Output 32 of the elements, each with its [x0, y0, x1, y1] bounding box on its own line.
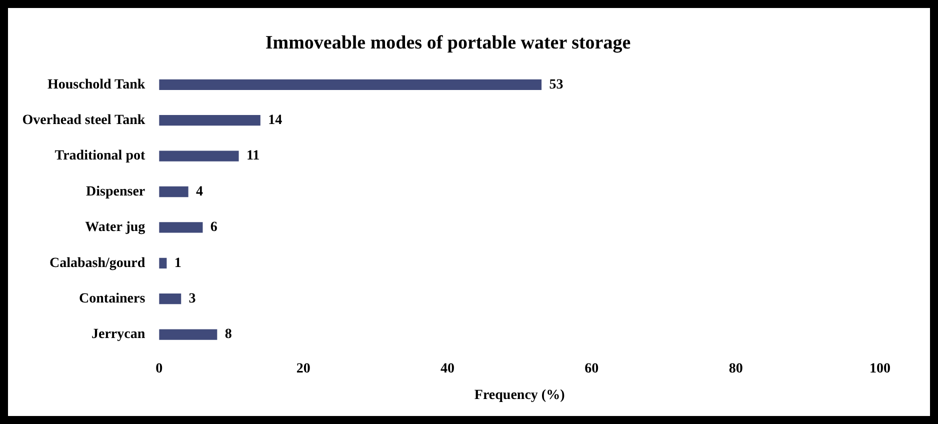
bar [159, 186, 188, 198]
y-tick-label: Jerrycan [92, 327, 146, 342]
data-label: 8 [224, 327, 232, 342]
y-tick-label: Dispenser [86, 184, 146, 200]
data-label: 14 [268, 112, 282, 128]
bar [159, 329, 218, 340]
x-tick-label: 100 [870, 361, 890, 376]
y-tick-label: Overhead steel Tank [22, 112, 146, 128]
x-axis-title: Frequency (%) [474, 388, 566, 404]
x-tick-label: 20 [296, 361, 310, 376]
bar [159, 150, 239, 162]
chart-title: Immoveable modes of portable water storage [265, 32, 631, 54]
bar [159, 294, 182, 304]
bar [159, 222, 203, 233]
x-tick-label: 80 [728, 361, 743, 376]
x-tick-label: 0 [156, 361, 163, 376]
y-tick-label: Houschold Tank [47, 77, 146, 92]
bar [159, 79, 542, 90]
y-tick-label: Containers [79, 291, 146, 306]
data-label: 3 [188, 291, 196, 306]
x-tick-label: 40 [440, 361, 454, 376]
data-label: 1 [174, 256, 182, 271]
data-label: 6 [210, 220, 218, 236]
data-label: 11 [246, 148, 260, 164]
y-tick-label: Water jug [85, 220, 146, 236]
data-label: 53 [549, 77, 564, 92]
data-label: 4 [196, 184, 203, 200]
y-tick-label: Traditional pot [54, 148, 146, 164]
bar [159, 115, 260, 126]
bar [159, 258, 167, 268]
x-tick-label: 60 [584, 361, 599, 376]
y-tick-label: Calabash/gourd [49, 256, 146, 271]
